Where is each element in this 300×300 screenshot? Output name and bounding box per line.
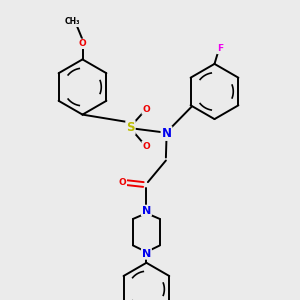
Text: S: S	[126, 121, 135, 134]
Text: N: N	[142, 206, 151, 216]
Text: O: O	[142, 105, 150, 114]
Text: O: O	[118, 178, 126, 187]
Text: N: N	[142, 249, 151, 259]
Text: F: F	[217, 44, 223, 53]
Text: O: O	[79, 39, 86, 48]
Text: CH₃: CH₃	[64, 17, 80, 26]
Text: N: N	[161, 127, 172, 140]
Text: O: O	[142, 142, 150, 151]
